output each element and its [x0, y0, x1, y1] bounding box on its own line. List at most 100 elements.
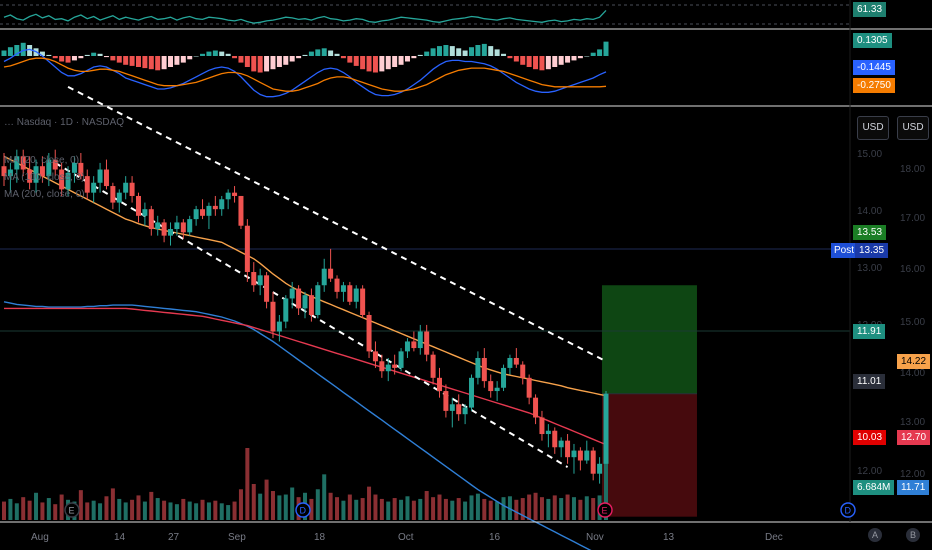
macd-hist-bar	[1, 50, 7, 56]
candle-body	[161, 222, 167, 236]
macd-hist-bar	[180, 56, 186, 63]
left-axis-tick: 18.00	[900, 164, 925, 175]
volume-bar	[270, 491, 275, 520]
volume-bar	[399, 499, 404, 520]
macd-hist-bar	[558, 56, 564, 65]
last-price-tag: 11.91	[853, 324, 886, 339]
volume-bar	[290, 487, 295, 520]
candle-body	[571, 450, 577, 458]
candle-body	[91, 182, 97, 193]
volume-bar	[309, 498, 314, 520]
event-marker[interactable]	[295, 502, 311, 518]
candle-body	[212, 205, 218, 210]
macd-hist-bar	[206, 51, 212, 56]
volume-bar	[213, 500, 218, 520]
candle-body	[475, 357, 481, 378]
macd-signal-line	[3, 57, 607, 92]
candle-body	[33, 166, 39, 183]
macd-hist-bar	[65, 56, 71, 63]
macd-hist-bar	[251, 56, 257, 72]
volume-bar	[392, 498, 397, 520]
left-axis-tick: 12.00	[900, 469, 925, 480]
macd-hist-bar	[379, 56, 385, 72]
macd-hist-bar	[462, 50, 468, 56]
candle-body	[7, 169, 13, 177]
event-marker[interactable]	[840, 502, 856, 518]
volume-bar	[162, 500, 167, 520]
macd-hist-bar	[212, 50, 218, 56]
volume-bar	[578, 499, 583, 520]
candle-body	[584, 450, 590, 461]
macd-hist-bar	[14, 45, 20, 56]
ma-slow-left-tag: 12.70	[897, 430, 931, 445]
candle-body	[97, 169, 103, 183]
candle-body	[360, 288, 366, 315]
right-axis-tick: 12.00	[857, 466, 882, 477]
candle-body	[276, 321, 282, 332]
candle-body	[123, 182, 129, 193]
macd-hist-bar	[84, 54, 90, 56]
candle-body	[270, 301, 276, 332]
candle-body	[39, 166, 45, 177]
volume-bar	[27, 500, 32, 520]
volume-bar	[34, 492, 39, 520]
channel-upper-line	[67, 85, 607, 363]
candle-body	[481, 357, 487, 382]
currency-button-2[interactable]: USD	[897, 116, 929, 140]
candle-body	[103, 169, 109, 187]
macd-hist-bar	[244, 56, 250, 67]
candle-body	[14, 156, 20, 170]
position-zones[interactable]	[0, 248, 850, 517]
log-scale-button[interactable]: B	[906, 528, 920, 542]
ma100-line	[3, 301, 592, 550]
volume-bar	[85, 502, 90, 520]
macd-hist-bar	[501, 53, 507, 56]
volume-bar	[78, 490, 83, 520]
macd-hist-bar	[257, 56, 263, 73]
macd-hist-bar	[424, 51, 430, 56]
candle-body	[340, 285, 346, 292]
volume-bar	[245, 448, 250, 520]
macd-hist-bar	[571, 56, 577, 61]
volume-bar	[53, 504, 58, 520]
volume-bar	[571, 497, 576, 520]
event-marker-label: E	[602, 506, 608, 516]
left-axis-tick: 14.00	[900, 368, 925, 379]
currency-button-1[interactable]: USD	[857, 116, 889, 140]
macd-hist-bar	[264, 56, 270, 72]
volume-bar	[584, 496, 589, 520]
candle-body	[590, 450, 596, 474]
candle-body	[436, 377, 442, 392]
x-label-oct: Oct	[398, 532, 414, 543]
macd-hist-bar	[52, 56, 58, 59]
candle-body	[462, 407, 468, 415]
macd-hist-bar	[321, 48, 327, 56]
event-marker[interactable]	[64, 502, 80, 518]
macd-hist-bar	[404, 56, 410, 62]
volume-bar	[565, 494, 570, 520]
candle-body	[78, 162, 84, 177]
volume-bar	[533, 492, 538, 520]
macd-hist-bar	[308, 51, 314, 56]
macd-hist-bar	[123, 56, 129, 65]
volume-bar	[226, 505, 231, 520]
x-label-aug: Aug	[31, 532, 49, 543]
auto-scale-button[interactable]: A	[868, 528, 882, 542]
candle-body	[449, 404, 455, 411]
macd-hist-bar	[417, 54, 423, 56]
volume-bar	[251, 484, 256, 520]
volume-bar	[206, 502, 211, 520]
volume-bar	[8, 498, 13, 520]
macd-hist-bar	[270, 56, 276, 70]
macd-hist-bar	[142, 56, 148, 69]
candle-body	[155, 222, 161, 230]
volume-bar	[130, 499, 135, 520]
candle-body	[148, 209, 154, 230]
volume-bar	[98, 503, 103, 520]
event-marker[interactable]	[597, 502, 613, 518]
candle-body	[135, 195, 141, 216]
volume-bar	[187, 501, 192, 520]
macd-hist-bar	[39, 51, 45, 56]
